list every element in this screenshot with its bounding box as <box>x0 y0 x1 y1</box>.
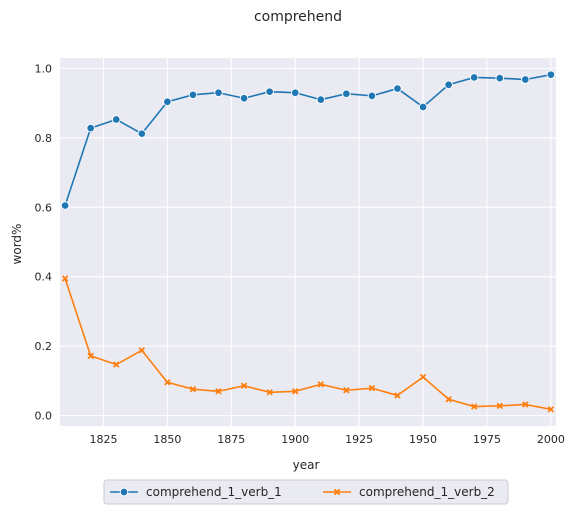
legend-marker <box>119 487 129 497</box>
data-point <box>266 389 273 396</box>
data-point <box>546 70 556 79</box>
data-point <box>113 361 120 368</box>
legend-marker <box>333 488 341 496</box>
x-tick-label: 1825 <box>89 433 117 446</box>
legend-label: comprehend_1_verb_2 <box>359 485 495 499</box>
chart-title: comprehend <box>254 9 342 25</box>
series-comprehend_1_verb_2 <box>61 275 555 413</box>
data-point <box>343 387 350 394</box>
data-point <box>522 401 529 408</box>
grid-lines <box>60 58 556 426</box>
y-tick-label: 0.8 <box>35 132 53 145</box>
data-point <box>470 403 478 410</box>
data-point <box>496 402 503 410</box>
data-point <box>215 388 222 395</box>
data-point <box>419 373 427 381</box>
data-point <box>61 275 69 282</box>
x-axis-label: year <box>293 458 320 472</box>
data-point <box>290 88 300 97</box>
series-comprehend_1_verb_1 <box>60 70 556 210</box>
data-point <box>214 88 223 97</box>
data-point <box>444 80 453 89</box>
x-tick-label: 1900 <box>281 433 309 446</box>
series-line <box>64 73 552 206</box>
data-point <box>164 379 171 386</box>
data-point <box>240 382 248 389</box>
plot-area <box>60 58 556 426</box>
y-tick-label: 0.6 <box>35 201 53 214</box>
y-tick-label: 1.0 <box>35 62 53 75</box>
data-point <box>469 73 479 82</box>
data-point <box>317 381 325 388</box>
data-point <box>137 129 147 138</box>
data-point <box>418 102 428 112</box>
data-point <box>495 73 505 83</box>
series-layer <box>60 70 556 413</box>
data-point <box>189 385 197 393</box>
data-point <box>60 201 70 210</box>
data-point <box>291 388 299 395</box>
data-point <box>316 95 326 104</box>
x-tick-label: 1925 <box>345 433 373 446</box>
tick-labels: 1825 1850 1875 1900 1925 1950 1975 2000 0.0 0.2 0.… <box>35 62 565 446</box>
legend-box <box>103 479 509 505</box>
y-tick-label: 0.0 <box>35 410 53 423</box>
legend-item: comprehend_1_verb_2 <box>323 485 495 499</box>
data-point <box>163 97 172 106</box>
x-tick-label: 1975 <box>473 433 501 446</box>
x-tick-label: 1850 <box>153 433 181 446</box>
legend: comprehend_1_verb_1 comprehend_1_verb_2 <box>103 479 509 505</box>
data-point <box>111 115 121 124</box>
data-point <box>86 123 95 133</box>
y-axis-label: word% <box>10 224 24 265</box>
data-point <box>394 392 401 399</box>
data-point <box>547 406 555 413</box>
data-point <box>393 84 402 93</box>
data-point <box>367 91 377 101</box>
data-point <box>188 90 198 100</box>
legend-label: comprehend_1_verb_1 <box>146 485 282 499</box>
data-point <box>368 384 376 392</box>
y-tick-label: 0.2 <box>35 340 53 353</box>
data-point <box>87 352 94 360</box>
data-point <box>138 347 146 354</box>
data-point <box>239 94 249 103</box>
data-point <box>342 89 351 99</box>
series-line <box>64 278 552 411</box>
x-tick-label: 1875 <box>217 433 245 446</box>
legend-item: comprehend_1_verb_1 <box>110 485 282 499</box>
data-point <box>521 75 530 84</box>
data-point <box>445 396 452 403</box>
x-tick-label: 2000 <box>537 433 565 446</box>
data-point <box>265 87 274 96</box>
x-tick-label: 1950 <box>409 433 437 446</box>
y-tick-label: 0.4 <box>35 271 53 284</box>
